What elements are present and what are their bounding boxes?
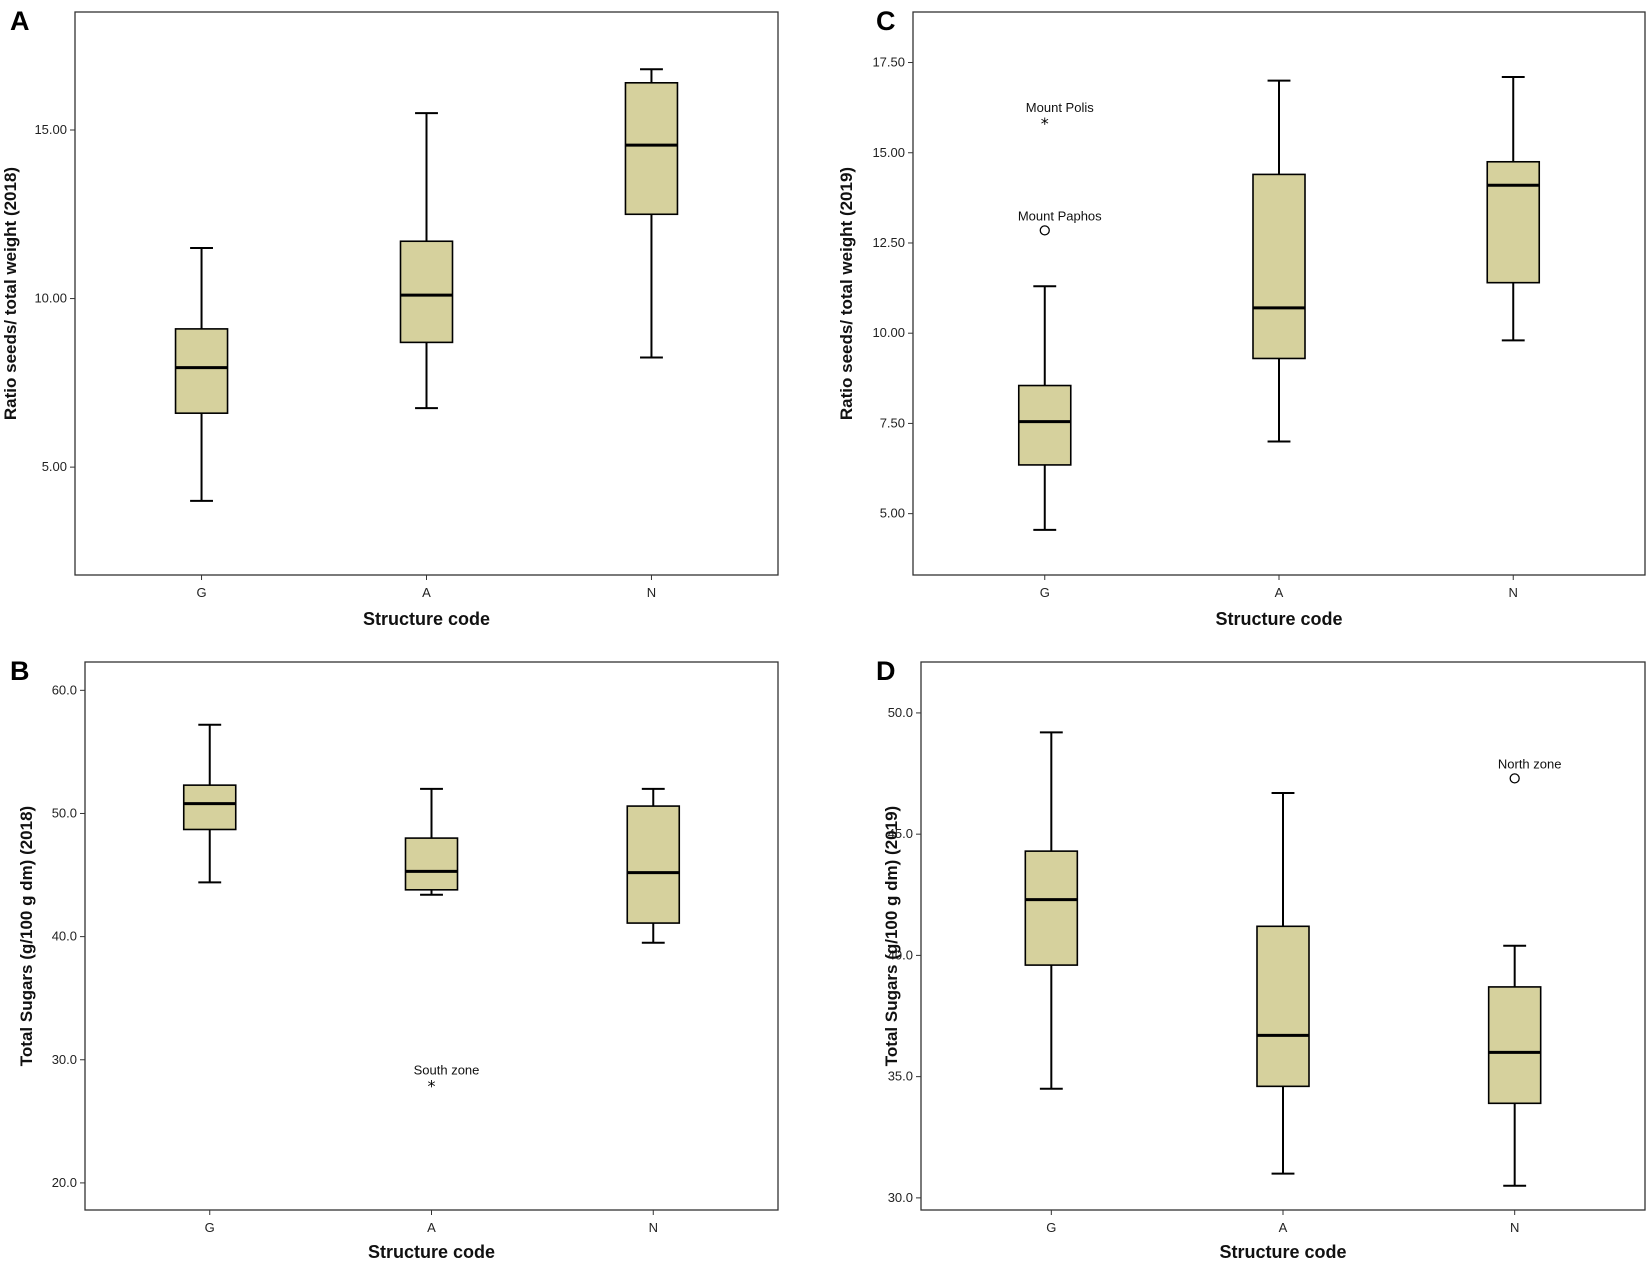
y-tick-label: 30.0 (52, 1052, 77, 1067)
plot-frame (84, 661, 779, 1211)
x-tick-label: A (1275, 585, 1284, 600)
extreme-star: * (428, 1076, 436, 1095)
y-tick-label: 12.50 (872, 235, 905, 250)
outlier-label: Mount Polis (1026, 100, 1094, 115)
y-tick-label: 30.0 (888, 1190, 913, 1205)
outlier-label: Mount Paphos (1018, 208, 1102, 223)
y-tick-label: 10.00 (872, 325, 905, 340)
x-axis-title: Structure code (1215, 609, 1342, 629)
outlier-label: South zone (414, 1062, 480, 1077)
outlier-label: North zone (1498, 756, 1562, 771)
box-a (404, 787, 459, 896)
x-tick-label: G (1046, 1220, 1056, 1235)
x-tick-label: G (196, 585, 206, 600)
x-tick-label: G (1040, 585, 1050, 600)
iqr-box (1486, 160, 1541, 284)
y-tick-label: 20.0 (52, 1175, 77, 1190)
iqr-box (626, 805, 681, 924)
iqr-box (1024, 850, 1079, 966)
x-tick-label: N (1510, 1220, 1519, 1235)
panel-a: A 5.00 10.00 15.00 G A N Structure code Ratio se… (1, 6, 779, 629)
extreme-star: * (1041, 114, 1049, 133)
panel-letter: A (10, 6, 30, 36)
x-tick-label: N (649, 1220, 658, 1235)
iqr-box (1256, 925, 1310, 1088)
iqr-box (399, 240, 454, 344)
y-tick-label: 40.0 (888, 947, 913, 962)
y-axis-title: Ratio seeds/ total weight (2019) (837, 167, 856, 420)
iqr-box (1487, 986, 1542, 1105)
y-tick-label: 45.0 (888, 826, 913, 841)
y-tick-label: 35.0 (888, 1069, 913, 1084)
box-g (174, 246, 229, 502)
y-tick-label: 60.0 (52, 682, 77, 697)
panel-letter: B (10, 656, 30, 686)
x-tick-label: N (1509, 585, 1518, 600)
panel-b: B 20.0 30.0 40.0 50.0 60.0 G A N Structure code To… (10, 656, 779, 1262)
x-axis-title: Structure code (1219, 1242, 1346, 1262)
outlier-circle (1509, 773, 1520, 784)
y-axis-title: Total Sugars (g/100 g dm) (2019) (882, 806, 901, 1066)
box-g (1024, 731, 1079, 1090)
x-tick-label: G (205, 1220, 215, 1235)
box-n (1487, 944, 1542, 1187)
iqr-box (1017, 384, 1072, 466)
box-n (624, 68, 679, 359)
x-axis-title: Structure code (363, 609, 490, 629)
y-tick-label: 50.0 (888, 705, 913, 720)
iqr-box (182, 784, 237, 831)
x-axis-title: Structure code (368, 1242, 495, 1262)
iqr-box (174, 328, 229, 414)
y-axis-title: Total Sugars (g/100 g dm) (2018) (17, 806, 36, 1066)
y-tick-label: 15.00 (34, 122, 67, 137)
box-a (1256, 791, 1310, 1175)
iqr-box (624, 81, 679, 216)
panel-letter: D (876, 656, 896, 686)
panel-d: D 30.0 35.0 40.0 45.0 50.0 G A N Structure code To… (876, 656, 1646, 1262)
x-tick-label: A (422, 585, 431, 600)
y-tick-label: 17.50 (872, 55, 905, 70)
box-g (182, 723, 237, 884)
box-a (1252, 79, 1306, 443)
box-n (1486, 75, 1541, 342)
y-tick-label: 10.00 (34, 291, 67, 306)
y-tick-label: 40.0 (52, 929, 77, 944)
x-tick-label: A (427, 1220, 436, 1235)
y-tick-label: 50.0 (52, 805, 77, 820)
box-n (626, 787, 681, 944)
y-tick-label: 5.00 (880, 506, 905, 521)
iqr-box (1252, 173, 1306, 360)
panel-letter: C (876, 6, 896, 36)
box-a (399, 112, 454, 410)
x-tick-label: A (1279, 1220, 1288, 1235)
outlier-circle (1039, 225, 1050, 236)
y-tick-label: 5.00 (42, 459, 67, 474)
iqr-box (404, 837, 459, 891)
box-g (1017, 285, 1072, 531)
y-tick-label: 7.50 (880, 415, 905, 430)
x-tick-label: N (647, 585, 656, 600)
panel-c: C 5.00 7.50 10.00 12.50 15.00 17.50 G A N Structur… (837, 6, 1646, 629)
y-tick-label: 15.00 (872, 145, 905, 160)
y-axis-title: Ratio seeds/ total weight (2018) (1, 167, 20, 420)
